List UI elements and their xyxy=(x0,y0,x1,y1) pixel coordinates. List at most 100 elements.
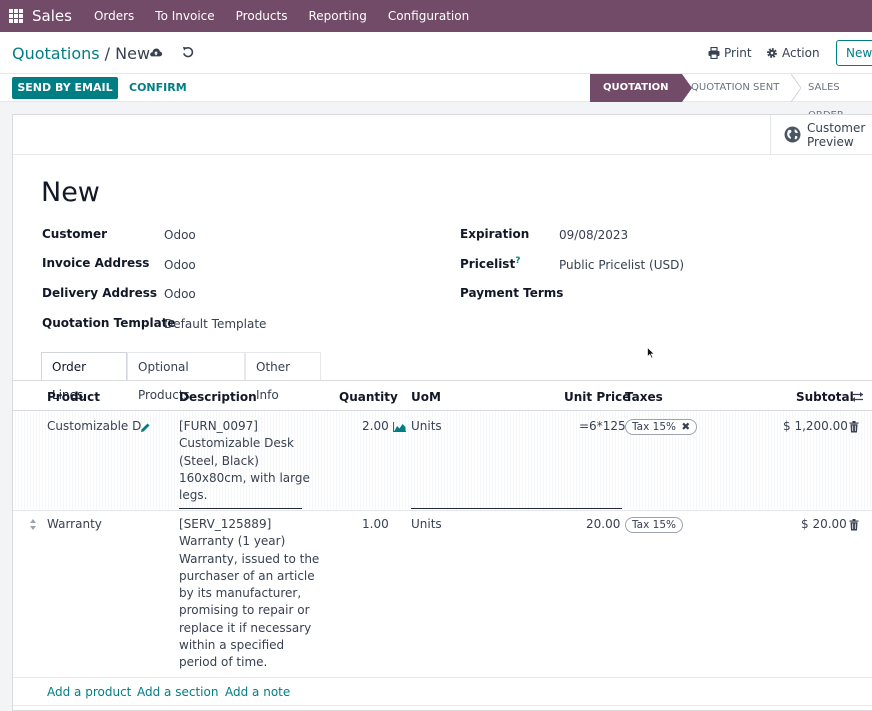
preview-line-1: Customer xyxy=(807,121,866,135)
row2-desc-line: within a specified xyxy=(179,638,285,653)
row2-desc-line: Warranty, issued to the xyxy=(179,551,320,566)
drag-handle-icon[interactable] xyxy=(29,519,37,530)
row-divider xyxy=(13,677,872,678)
print-label: Print xyxy=(724,46,752,60)
invoice-address-label: Invoice Address xyxy=(42,256,150,270)
col-quantity[interactable]: Quantity xyxy=(339,390,398,404)
menu-orders[interactable]: Orders xyxy=(93,9,135,23)
add-note-link[interactable]: Add a note xyxy=(225,685,291,699)
menu-configuration[interactable]: Configuration xyxy=(387,9,470,23)
row1-desc-line: (Steel, Black) xyxy=(179,453,259,468)
quotation-template-label: Quotation Template xyxy=(42,316,176,330)
top-navbar: Sales Orders To Invoice Products Reporti… xyxy=(0,0,872,32)
confirm-button[interactable]: CONFIRM xyxy=(129,81,187,94)
row1-product[interactable]: Customizable D xyxy=(47,419,142,433)
pencil-icon[interactable] xyxy=(140,422,151,433)
row1-desc-line: Customizable Desk xyxy=(179,436,294,451)
payment-terms-label: Payment Terms xyxy=(460,286,564,300)
col-description[interactable]: Description xyxy=(179,390,257,404)
expiration-field[interactable]: 09/08/2023 xyxy=(559,228,629,242)
row1-tax-label: Tax 15% xyxy=(632,421,676,433)
delivery-address-field[interactable]: Odoo xyxy=(164,287,196,301)
menu-reporting[interactable]: Reporting xyxy=(308,9,367,23)
col-uom[interactable]: UoM xyxy=(411,390,441,404)
col-product[interactable]: Product xyxy=(47,390,100,404)
row-divider xyxy=(13,705,872,706)
discard-icon[interactable] xyxy=(181,45,195,59)
breadcrumb-current: New xyxy=(115,44,151,63)
row1-description[interactable]: [FURN_0097] Customizable Desk (Steel, Bl… xyxy=(179,418,310,504)
trash-icon[interactable] xyxy=(849,519,859,531)
breadcrumb: Quotations / New xyxy=(12,44,150,63)
globe-icon xyxy=(784,126,801,143)
delivery-address-label: Delivery Address xyxy=(42,286,158,300)
quotation-template-field[interactable]: Default Template xyxy=(164,317,267,331)
preview-line-2: Preview xyxy=(807,135,854,149)
row2-desc-line: replace it if necessary xyxy=(179,620,312,635)
col-subtotal[interactable]: Subtotal xyxy=(796,390,854,404)
row1-unit-price-input[interactable]: =6*125 xyxy=(579,419,626,433)
expiration-label: Expiration xyxy=(460,227,530,241)
row1-quantity[interactable]: 2.00 xyxy=(362,419,389,433)
table-row-editing[interactable] xyxy=(13,411,872,509)
pricelist-label-text: Pricelist xyxy=(460,257,516,271)
row2-desc-line: by its manufacturer, xyxy=(179,586,302,601)
tag-remove-icon[interactable]: ✖ xyxy=(681,421,691,433)
row2-description[interactable]: [SERV_125889] Warranty (1 year) Warranty… xyxy=(179,516,319,672)
row1-tax-tag[interactable]: Tax 15% ✖ xyxy=(625,419,698,435)
add-product-link[interactable]: Add a product xyxy=(47,685,132,699)
forecast-chart-icon[interactable] xyxy=(393,422,406,432)
new-button[interactable]: New xyxy=(836,40,872,66)
stage-quotation-sent[interactable]: QUOTATION SENT xyxy=(691,82,780,93)
record-title: New xyxy=(41,177,100,208)
row2-subtotal: $ 20.00 xyxy=(801,517,847,531)
breadcrumb-quotations[interactable]: Quotations xyxy=(12,44,100,63)
row2-desc-line: Warranty (1 year) xyxy=(179,534,286,549)
mouse-cursor-icon xyxy=(647,347,655,359)
help-icon[interactable]: ? xyxy=(515,256,521,266)
invoice-address-field[interactable]: Odoo xyxy=(164,258,196,272)
app-name[interactable]: Sales xyxy=(32,7,72,25)
row2-unit-price[interactable]: 20.00 xyxy=(586,517,621,531)
send-by-email-button[interactable]: SEND BY EMAIL xyxy=(12,77,118,99)
tab-other-info[interactable]: Other Info xyxy=(245,352,321,402)
row2-desc-line: purchaser of an article xyxy=(179,568,315,583)
row1-desc-line: [FURN_0097] xyxy=(179,419,258,433)
row1-uom[interactable]: Units xyxy=(411,419,442,433)
row2-product[interactable]: Warranty xyxy=(47,517,102,531)
pricelist-label: Pricelist? xyxy=(460,256,520,271)
menu-to-invoice[interactable]: To Invoice xyxy=(155,9,215,23)
row2-tax-tag[interactable]: Tax 15% xyxy=(625,517,683,533)
row1-desc-line: 160x80cm, with large xyxy=(179,470,310,485)
gear-icon xyxy=(767,48,777,58)
print-button[interactable]: Print xyxy=(708,46,752,60)
action-button[interactable]: Action xyxy=(766,46,820,60)
price-input-underline xyxy=(411,508,622,509)
breadcrumb-separator: / xyxy=(99,44,116,63)
optional-columns-icon[interactable] xyxy=(851,391,864,403)
add-section-link[interactable]: Add a section xyxy=(137,685,219,699)
row2-quantity[interactable]: 1.00 xyxy=(362,517,389,531)
apps-menu-icon[interactable] xyxy=(9,9,23,23)
form-sheet: Customer Preview New Customer Odoo Invoi… xyxy=(12,114,872,711)
printer-icon xyxy=(708,47,720,59)
row2-desc-line: promising to repair or xyxy=(179,603,310,618)
trash-icon[interactable] xyxy=(849,421,859,433)
row2-desc-line: period of time. xyxy=(179,655,268,670)
cloud-upload-icon[interactable] xyxy=(149,45,163,59)
row-divider xyxy=(13,510,872,511)
customer-preview-label: Customer Preview xyxy=(807,121,865,149)
customer-label: Customer xyxy=(42,227,108,241)
menu-products[interactable]: Products xyxy=(235,9,288,23)
tab-optional-products[interactable]: Optional Products xyxy=(127,352,245,402)
customer-preview-button[interactable]: Customer Preview xyxy=(770,115,872,155)
col-unit-price[interactable]: Unit Price xyxy=(564,390,631,404)
stage-sales-order[interactable]: SALES ORDER xyxy=(808,82,844,121)
row2-uom[interactable]: Units xyxy=(411,517,442,531)
pricelist-field[interactable]: Public Pricelist (USD) xyxy=(559,258,685,272)
stage-quotation[interactable]: QUOTATION xyxy=(590,74,692,102)
customer-field[interactable]: Odoo xyxy=(164,228,196,242)
tab-order-lines[interactable]: Order Lines xyxy=(41,352,127,402)
payment-terms-field[interactable] xyxy=(559,287,759,303)
col-taxes[interactable]: Taxes xyxy=(625,390,663,404)
